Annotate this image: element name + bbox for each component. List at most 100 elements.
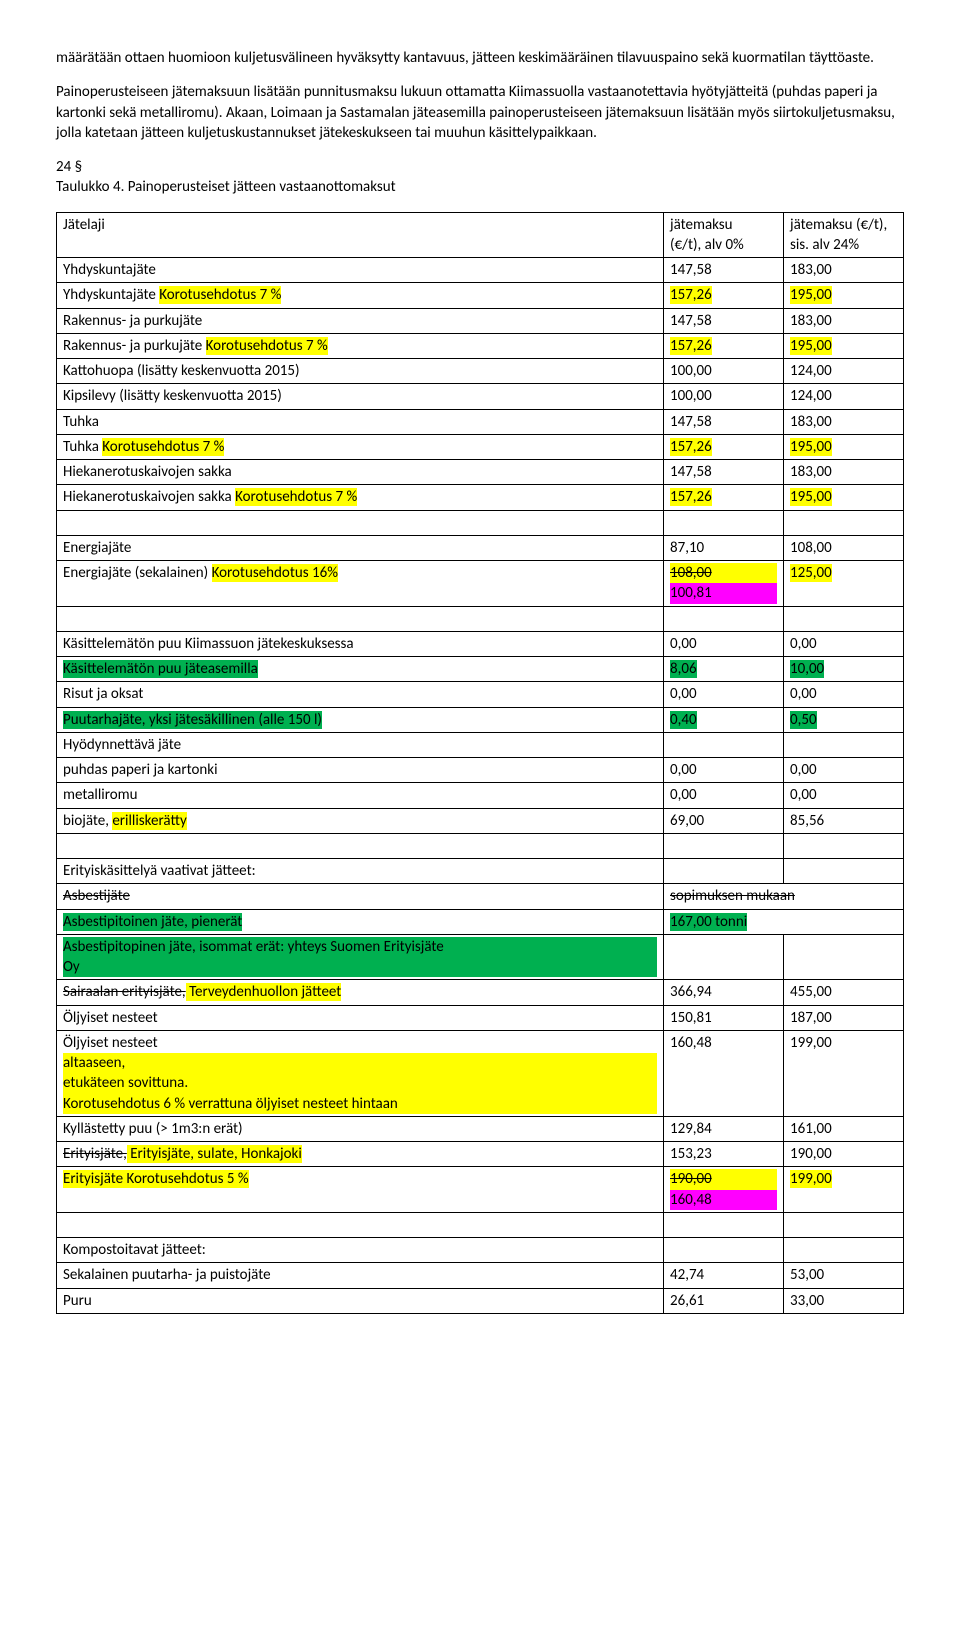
- table-row: metalliromu 0,00 0,00: [57, 783, 904, 808]
- cell-label: Asbestijäte: [57, 884, 664, 909]
- cell-label: Risut ja oksat: [57, 682, 664, 707]
- table-row: Sekalainen puutarha- ja puistojäte 42,74…: [57, 1263, 904, 1288]
- cell-label: Hiekanerotuskaivojen sakka: [57, 460, 664, 485]
- cell-note: 167,00 tonni: [664, 909, 904, 934]
- cell-alv0: 147,58: [664, 308, 784, 333]
- table-row: Hiekanerotuskaivojen sakka Korotusehdotu…: [57, 485, 904, 510]
- table-header-row: Jätelaji jätemaksu (€/t), alv 0% jätemak…: [57, 212, 904, 258]
- cell-alv0: 129,84: [664, 1116, 784, 1141]
- table-row: Risut ja oksat 0,00 0,00: [57, 682, 904, 707]
- table-row: Yhdyskuntajäte Korotusehdotus 7 % 157,26…: [57, 283, 904, 308]
- cell-alv24: 183,00: [784, 409, 904, 434]
- table-row: Tuhka 147,58 183,00: [57, 409, 904, 434]
- table-row: Hiekanerotuskaivojen sakka 147,58 183,00: [57, 460, 904, 485]
- header-alv24: jätemaksu (€/t), sis. alv 24%: [784, 212, 904, 258]
- cell-alv0: 100,00: [664, 384, 784, 409]
- table-row-empty: [57, 510, 904, 535]
- cell-alv0: 0,40: [664, 707, 784, 732]
- cell-label: Kattohuopa (lisätty keskenvuotta 2015): [57, 359, 664, 384]
- cell-alv24: 187,00: [784, 1005, 904, 1030]
- cell-alv0: 190,00 160,48: [664, 1167, 784, 1213]
- cell-alv24: [784, 1238, 904, 1263]
- cell-label: metalliromu: [57, 783, 664, 808]
- cell-alv24: 33,00: [784, 1288, 904, 1313]
- cell-label: Asbestipitopinen jäte, isommat erät: yht…: [57, 934, 664, 980]
- table-row: Rakennus- ja purkujäte 147,58 183,00: [57, 308, 904, 333]
- intro-paragraph-2: Painoperusteiseen jätemaksuun lisätään p…: [56, 82, 904, 143]
- cell-alv0: 147,58: [664, 409, 784, 434]
- cell-alv0: 157,26: [664, 283, 784, 308]
- cell-label: Hiekanerotuskaivojen sakka Korotusehdotu…: [57, 485, 664, 510]
- cell-alv0: 147,58: [664, 258, 784, 283]
- cell-alv24: 108,00: [784, 535, 904, 560]
- table-row: Sairaalan erityisjäte, Terveydenhuollon …: [57, 980, 904, 1005]
- cell-alv0: 147,58: [664, 460, 784, 485]
- cell-label: Energiajäte: [57, 535, 664, 560]
- table-row: Asbestijäte sopimuksen mukaan: [57, 884, 904, 909]
- cell-label: Yhdyskuntajäte: [57, 258, 664, 283]
- cell-alv0: 157,26: [664, 485, 784, 510]
- cell-alv0: 0,00: [664, 631, 784, 656]
- cell-label: Tuhka: [57, 409, 664, 434]
- cell-label: Erityisjäte, Erityisjäte, sulate, Honkaj…: [57, 1142, 664, 1167]
- table-title: Taulukko 4. Painoperusteiset jätteen vas…: [56, 177, 904, 197]
- cell-alv0: [664, 1238, 784, 1263]
- cell-alv24: 195,00: [784, 434, 904, 459]
- table-row: Puru 26,61 33,00: [57, 1288, 904, 1313]
- cell-label: Käsittelemätön puu Kiimassuon jätekeskuk…: [57, 631, 664, 656]
- cell-alv24: 0,00: [784, 758, 904, 783]
- cell-alv0: [664, 732, 784, 757]
- table-row: Kattohuopa (lisätty keskenvuotta 2015) 1…: [57, 359, 904, 384]
- table-row: Erityisjäte, Erityisjäte, sulate, Honkaj…: [57, 1142, 904, 1167]
- cell-alv24: [784, 859, 904, 884]
- cell-label: Yhdyskuntajäte Korotusehdotus 7 %: [57, 283, 664, 308]
- cell-alv24: 125,00: [784, 561, 904, 607]
- table-row: Erityisjäte Korotusehdotus 5 % 190,00 16…: [57, 1167, 904, 1213]
- table-row: puhdas paperi ja kartonki 0,00 0,00: [57, 758, 904, 783]
- cell-alv0: 0,00: [664, 682, 784, 707]
- cell-alv0: 366,94: [664, 980, 784, 1005]
- cell-note: sopimuksen mukaan: [664, 884, 904, 909]
- cell-alv0: [664, 934, 784, 980]
- cell-label: Sairaalan erityisjäte, Terveydenhuollon …: [57, 980, 664, 1005]
- table-row: Kipsilevy (lisätty keskenvuotta 2015) 10…: [57, 384, 904, 409]
- cell-alv0: 108,00 100,81: [664, 561, 784, 607]
- header-alv0: jätemaksu (€/t), alv 0%: [664, 212, 784, 258]
- cell-label: Kompostoitavat jätteet:: [57, 1238, 664, 1263]
- cell-alv24: 199,00: [784, 1167, 904, 1213]
- table-row: Puutarhajäte, yksi jätesäkillinen (alle …: [57, 707, 904, 732]
- cell-alv0: 87,10: [664, 535, 784, 560]
- table-row: Asbestipitoinen jäte, pienerät 167,00 to…: [57, 909, 904, 934]
- cell-alv0: 100,00: [664, 359, 784, 384]
- cell-label: Hyödynnettävä jäte: [57, 732, 664, 757]
- cell-alv0: [664, 859, 784, 884]
- table-row: Öljyiset nesteet altaaseen, etukäteen so…: [57, 1030, 904, 1116]
- cell-label: Erityiskäsittelyä vaativat jätteet:: [57, 859, 664, 884]
- cell-alv24: 0,00: [784, 682, 904, 707]
- cell-alv24: [784, 934, 904, 980]
- cell-alv24: 0,00: [784, 783, 904, 808]
- cell-alv24: 195,00: [784, 485, 904, 510]
- table-row: Erityiskäsittelyä vaativat jätteet:: [57, 859, 904, 884]
- section-number: 24 §: [56, 157, 904, 177]
- table-row: Energiajäte (sekalainen) Korotusehdotus …: [57, 561, 904, 607]
- table-row: Asbestipitopinen jäte, isommat erät: yht…: [57, 934, 904, 980]
- cell-alv24: 161,00: [784, 1116, 904, 1141]
- table-row: Hyödynnettävä jäte: [57, 732, 904, 757]
- cell-label: Rakennus- ja purkujäte: [57, 308, 664, 333]
- cell-alv24: 85,56: [784, 808, 904, 833]
- table-row: Käsittelemätön puu jäteasemilla 8,06 10,…: [57, 657, 904, 682]
- cell-alv0: 157,26: [664, 333, 784, 358]
- cell-alv0: 69,00: [664, 808, 784, 833]
- cell-alv0: 42,74: [664, 1263, 784, 1288]
- table-row: Käsittelemätön puu Kiimassuon jätekeskuk…: [57, 631, 904, 656]
- cell-alv24: 53,00: [784, 1263, 904, 1288]
- cell-label: Öljyiset nesteet altaaseen, etukäteen so…: [57, 1030, 664, 1116]
- cell-alv24: 183,00: [784, 308, 904, 333]
- cell-alv24: 199,00: [784, 1030, 904, 1116]
- cell-label: Käsittelemätön puu jäteasemilla: [57, 657, 664, 682]
- fee-table: Jätelaji jätemaksu (€/t), alv 0% jätemak…: [56, 212, 904, 1314]
- cell-alv24: 124,00: [784, 359, 904, 384]
- cell-alv0: 0,00: [664, 758, 784, 783]
- cell-label: biojäte, erilliskerätty: [57, 808, 664, 833]
